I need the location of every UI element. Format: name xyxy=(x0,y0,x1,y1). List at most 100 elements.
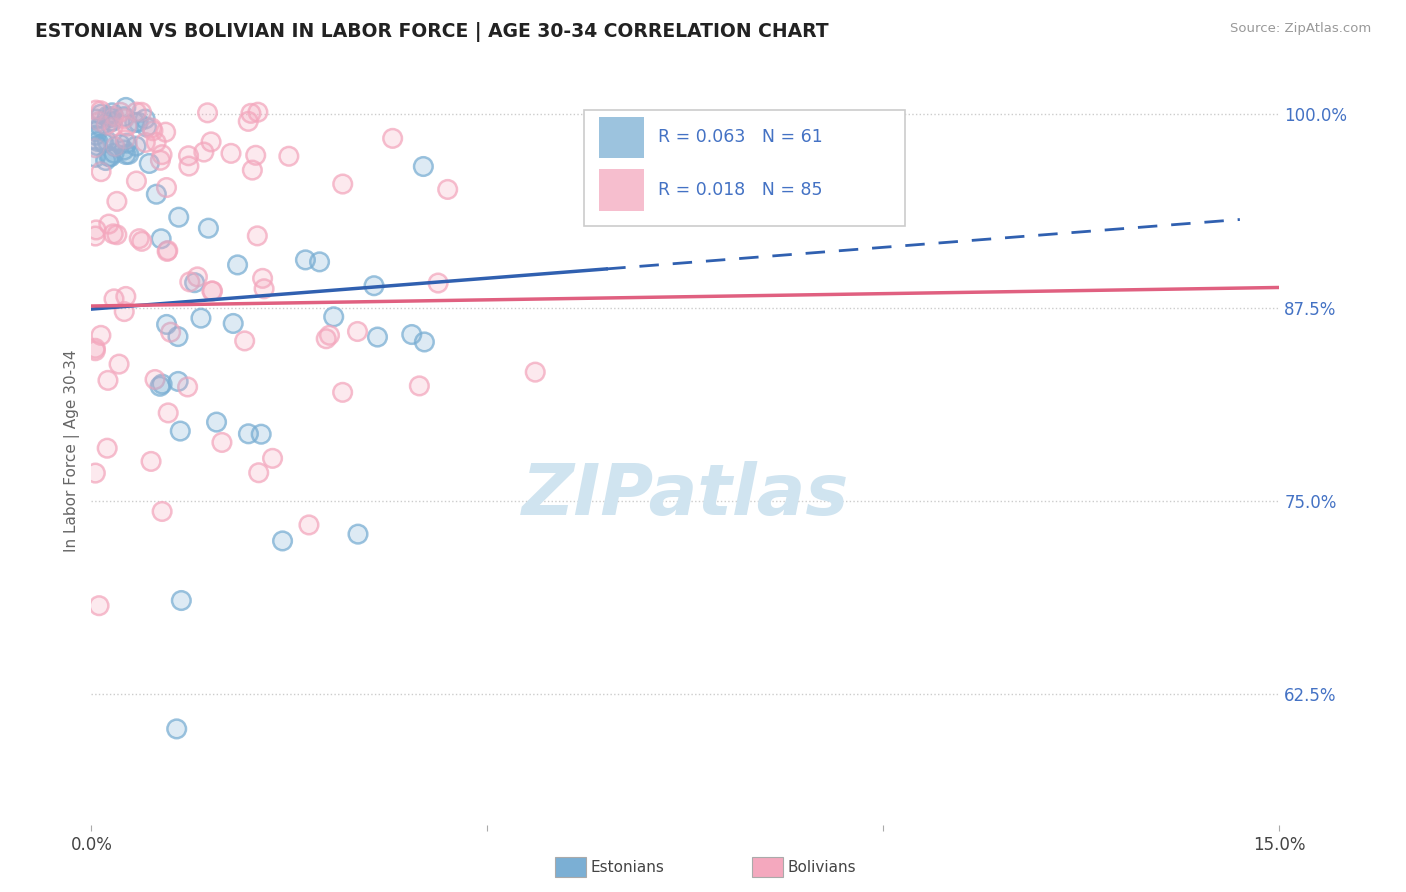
Point xyxy=(90,328,112,343)
Point xyxy=(138,156,160,170)
Point xyxy=(84,128,107,143)
Point xyxy=(201,284,224,298)
Point xyxy=(84,141,107,155)
Point xyxy=(250,427,273,442)
Point xyxy=(105,194,128,209)
Point xyxy=(84,124,107,138)
Point xyxy=(87,135,110,149)
Point xyxy=(246,228,269,243)
Point xyxy=(190,311,212,326)
Point xyxy=(115,100,138,114)
Text: R = 0.063   N = 61: R = 0.063 N = 61 xyxy=(658,128,823,146)
Point xyxy=(138,156,160,170)
Point xyxy=(84,141,107,155)
Point xyxy=(253,282,276,296)
Point xyxy=(262,451,284,466)
Point xyxy=(177,149,200,163)
Point xyxy=(112,112,135,126)
Point xyxy=(84,112,107,127)
Point xyxy=(346,325,368,339)
Point xyxy=(145,136,167,150)
Point xyxy=(114,289,136,303)
Point xyxy=(219,146,242,161)
Point xyxy=(167,329,190,343)
Point xyxy=(200,135,222,149)
Point xyxy=(87,135,110,149)
Point xyxy=(156,244,179,259)
Point xyxy=(112,143,135,157)
Point xyxy=(84,229,107,244)
Point xyxy=(155,125,177,139)
Point xyxy=(134,112,156,126)
Point xyxy=(108,357,131,371)
Point xyxy=(84,341,107,355)
Point xyxy=(118,147,141,161)
Point xyxy=(233,334,256,348)
Text: ZIPatlas: ZIPatlas xyxy=(522,461,849,530)
Point xyxy=(112,304,135,318)
Point xyxy=(219,146,242,161)
Point xyxy=(179,275,201,289)
Point xyxy=(149,153,172,168)
Point xyxy=(90,107,112,121)
Point xyxy=(262,451,284,466)
Point xyxy=(105,227,128,242)
Point xyxy=(170,593,193,607)
Text: Bolivians: Bolivians xyxy=(787,860,856,874)
Point xyxy=(183,276,205,290)
Point xyxy=(238,426,260,441)
Point xyxy=(246,228,269,243)
Point xyxy=(89,120,111,134)
Point xyxy=(97,373,120,387)
Point xyxy=(205,415,228,429)
Point xyxy=(105,227,128,242)
Point xyxy=(84,128,107,143)
Point xyxy=(131,105,153,120)
Point xyxy=(332,385,354,400)
Point xyxy=(201,284,224,298)
Point xyxy=(96,109,118,123)
Point xyxy=(84,223,107,237)
Text: R = 0.018   N = 85: R = 0.018 N = 85 xyxy=(658,181,823,199)
Point xyxy=(84,103,107,117)
Point xyxy=(197,221,219,235)
Point xyxy=(103,292,125,306)
Text: Source: ZipAtlas.com: Source: ZipAtlas.com xyxy=(1230,22,1371,36)
Point xyxy=(134,136,156,150)
Point xyxy=(247,466,270,480)
Point xyxy=(110,105,132,120)
Point xyxy=(145,187,167,202)
Point xyxy=(125,139,148,153)
Point xyxy=(157,406,180,420)
Point xyxy=(170,593,193,607)
Point xyxy=(135,120,157,134)
Point xyxy=(347,527,370,541)
Point xyxy=(366,330,388,344)
Point xyxy=(131,235,153,249)
Point xyxy=(103,227,125,241)
Point xyxy=(177,159,200,173)
Point xyxy=(84,150,107,164)
Bar xyxy=(555,857,586,877)
Point xyxy=(155,180,177,194)
Point xyxy=(84,112,107,127)
Point xyxy=(100,150,122,164)
Point xyxy=(239,106,262,120)
Point xyxy=(197,221,219,235)
Point xyxy=(150,504,173,518)
Point xyxy=(167,329,190,343)
Point xyxy=(103,292,125,306)
Point xyxy=(100,111,122,125)
Point xyxy=(159,325,181,339)
Point xyxy=(101,120,124,134)
Point xyxy=(93,136,115,150)
Point xyxy=(159,325,181,339)
Point xyxy=(252,271,274,285)
Point xyxy=(239,106,262,120)
Point xyxy=(112,110,135,124)
Point xyxy=(193,145,215,159)
Point xyxy=(247,466,270,480)
Point xyxy=(96,118,118,132)
Point xyxy=(125,105,148,120)
Point xyxy=(436,182,458,196)
